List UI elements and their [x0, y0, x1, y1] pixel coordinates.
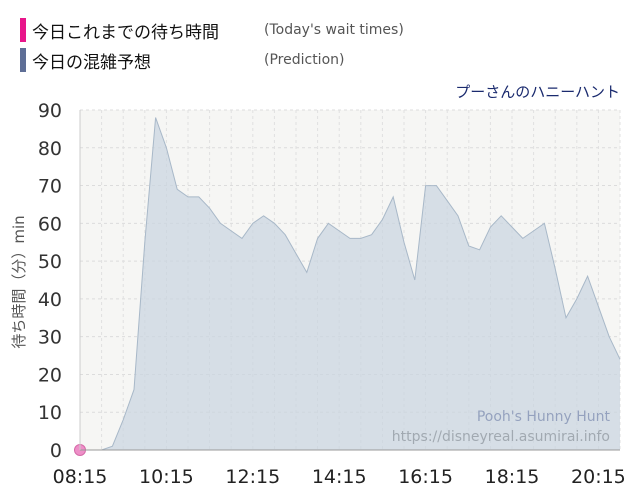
legend-prediction: 今日の混雑予想 (Prediction) [20, 48, 345, 73]
x-tick-label: 18:15 [485, 466, 540, 488]
legend-prediction-note: (Prediction) [264, 52, 345, 68]
x-tick-label: 08:15 [53, 466, 108, 488]
y-tick-label: 20 [38, 364, 62, 386]
y-axis-label: 待ち時間（分）min [10, 215, 28, 348]
prediction-area [80, 117, 620, 450]
legend-actual-label: 今日これまでの待ち時間 [32, 22, 219, 43]
y-tick-label: 50 [38, 251, 62, 273]
y-tick-label: 80 [38, 138, 62, 160]
attraction-name: プーさんのハニーハント [455, 83, 620, 101]
y-tick-label: 70 [38, 176, 62, 198]
x-tick-label: 16:15 [398, 466, 453, 488]
prediction-line [80, 117, 621, 451]
y-tick-label: 90 [38, 100, 62, 122]
y-tick-label: 30 [38, 327, 62, 349]
y-tick-label: 40 [38, 289, 62, 311]
legend-actual: 今日これまでの待ち時間 (Today's wait times) [20, 18, 404, 43]
x-tick-label: 10:15 [139, 466, 194, 488]
x-tick-label: 12:15 [225, 466, 280, 488]
x-tick-label: 20:15 [571, 466, 626, 488]
legend-prediction-label: 今日の混雑予想 [32, 52, 151, 73]
legend-actual-note: (Today's wait times) [264, 22, 404, 38]
prediction-swatch [20, 48, 26, 72]
y-tick-label: 0 [50, 440, 62, 462]
y-tick-label: 60 [38, 213, 62, 235]
actual-swatch [20, 18, 26, 42]
y-tick-label: 10 [38, 402, 62, 424]
x-tick-label: 14:15 [312, 466, 367, 488]
